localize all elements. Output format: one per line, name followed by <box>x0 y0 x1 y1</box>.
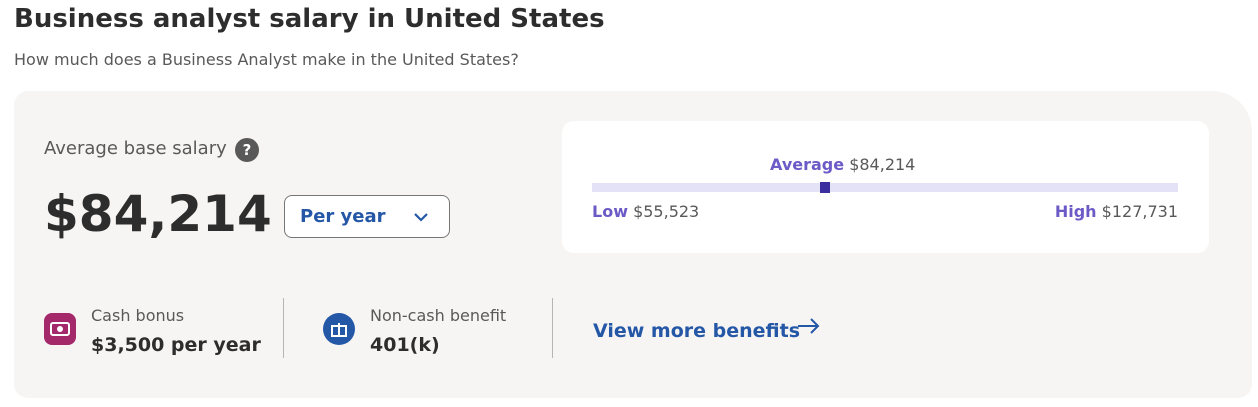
average-label: Average <box>770 155 845 174</box>
gift-icon <box>323 313 355 345</box>
page-title: Business analyst salary in United States <box>14 4 605 34</box>
chevron <box>414 213 428 222</box>
low-label: Low <box>592 202 628 221</box>
subtitle: How much does a Business Analyst make in… <box>14 50 519 69</box>
high-amount: $127,731 <box>1101 202 1178 221</box>
high-label: High <box>1054 202 1097 221</box>
salary-label: Average base salary <box>44 138 227 159</box>
divider <box>283 298 284 358</box>
high-row: High $127,731 <box>1055 202 1178 221</box>
arrow-icon <box>798 318 820 334</box>
period-dropdown[interactable]: Per year <box>284 195 450 238</box>
average-row: Average $84,214 <box>770 155 915 174</box>
benefit-value: $3,500 per year <box>91 334 261 356</box>
low-amount: $55,523 <box>633 202 700 221</box>
average-amount: $84,214 <box>849 155 916 174</box>
divider <box>552 298 553 358</box>
cash-icon <box>44 313 76 345</box>
view-more-link[interactable]: View more benefits <box>593 320 801 342</box>
benefit-value: 401(k) <box>370 334 440 356</box>
benefit-label: Non-cash benefit <box>370 306 507 325</box>
range-bar <box>592 183 1178 192</box>
average-marker <box>820 182 830 193</box>
help-icon[interactable]: ? <box>235 138 259 162</box>
salary-amount: $84,214 <box>44 185 272 243</box>
benefit-label: Cash bonus <box>91 306 185 325</box>
low-row: Low $55,523 <box>592 202 699 221</box>
period-text: Per year <box>300 206 386 227</box>
